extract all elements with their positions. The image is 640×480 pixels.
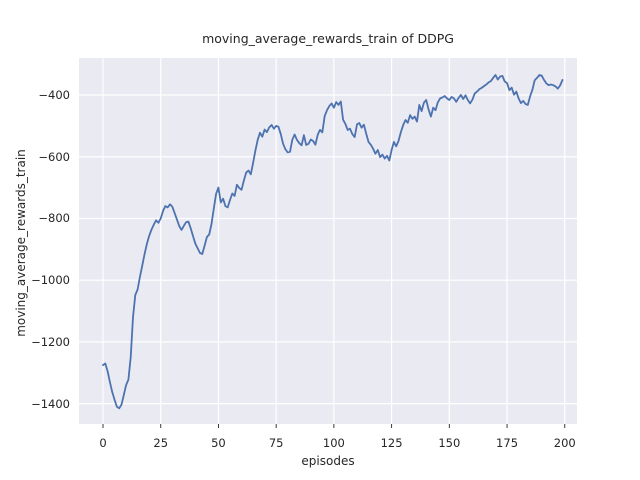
plot-background <box>79 58 577 424</box>
y-tick-label: −400 <box>38 88 70 103</box>
y-axis-label: moving_average_rewards_train <box>14 149 28 337</box>
y-tick-label: −1200 <box>31 334 70 349</box>
x-tick-label: 200 <box>553 436 576 450</box>
chart-title: moving_average_rewards_train of DDPG <box>202 31 454 46</box>
x-tick-label: 150 <box>438 436 461 450</box>
x-tick-label: 100 <box>322 436 345 450</box>
x-tick-label: 125 <box>380 436 403 450</box>
data-line <box>102 74 564 410</box>
x-tick-label: 50 <box>211 436 226 450</box>
y-tick-label: −1000 <box>31 273 70 288</box>
y-tick-label: −1400 <box>31 396 70 411</box>
x-tick-label: 175 <box>496 436 519 450</box>
x-tick-label: 75 <box>268 436 284 450</box>
y-tick-label: −800 <box>38 211 70 226</box>
x-axis-label: episodes <box>301 454 355 468</box>
x-tick-label: 0 <box>99 436 107 450</box>
y-tick-label: −600 <box>38 149 70 164</box>
x-tick-label: 25 <box>153 436 169 450</box>
